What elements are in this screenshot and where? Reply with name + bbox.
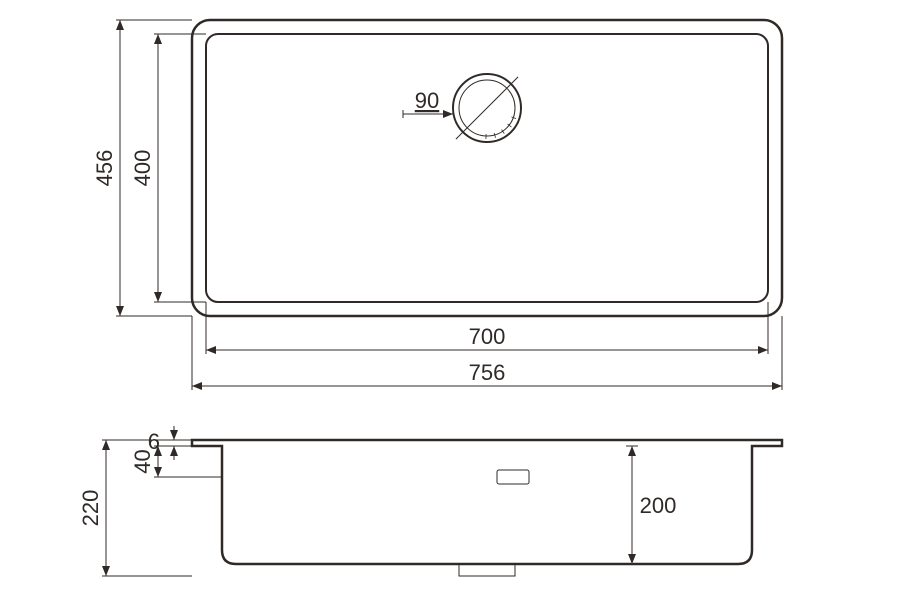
sink-outer-rect [192,20,782,316]
technical-drawing: :root{--line:#2f2a27;--text-color:#2f2a2… [0,0,900,600]
dim-drain-diameter: 90 [415,88,439,113]
dim-outer-height: 456 [92,150,117,187]
top-view [192,20,782,316]
overflow-slot [497,470,529,484]
dim-total-depth: 220 [78,490,103,527]
dimension-annotations: 70075640045690640220200 [78,20,782,576]
dim-overflow-offset: 40 [130,449,155,473]
waste-outlet [459,564,515,576]
dim-bowl-depth: 200 [640,493,677,518]
dim-outer-width: 756 [469,360,506,385]
sink-section-outline [192,440,782,564]
dim-inner-height: 400 [130,150,155,187]
dim-inner-width: 700 [469,324,506,349]
drain-diameter-line [456,77,518,139]
side-view [192,440,782,576]
